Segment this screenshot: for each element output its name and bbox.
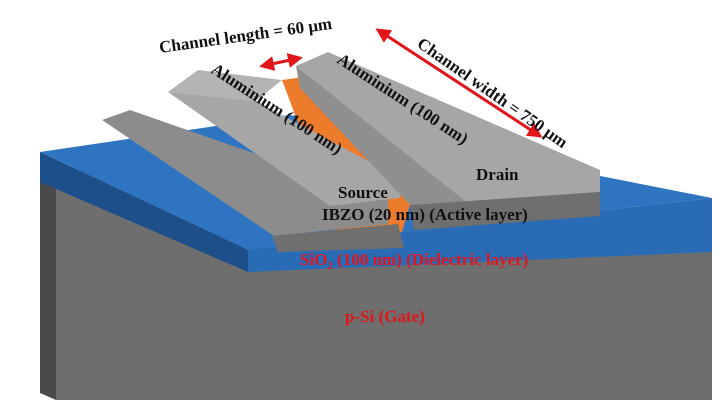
gate-label: p-Si (Gate) bbox=[345, 307, 425, 326]
channel-width-arrow bbox=[375, 28, 543, 138]
source-label: Source bbox=[338, 183, 388, 202]
dielectric-layer-label: SiO2 (100 nm) (Dielectric layer) bbox=[300, 250, 528, 272]
drain-electrode-face bbox=[410, 192, 600, 230]
dielectric-side-face bbox=[40, 152, 248, 272]
drain-label: Drain bbox=[476, 165, 519, 184]
source-electrode-face bbox=[272, 224, 404, 252]
source-electrode-outer-pad bbox=[102, 110, 388, 236]
dielectric-front-face bbox=[248, 198, 712, 272]
source-electrode-ridge-top bbox=[168, 70, 282, 101]
active-layer-label: IBZO (20 nm) (Active layer) bbox=[322, 205, 528, 224]
substrate-side-face bbox=[40, 168, 56, 400]
channel-length-arrow bbox=[259, 53, 303, 71]
source-electrode-top bbox=[168, 92, 400, 206]
channel-length-label: Channel length = 60 μm bbox=[158, 14, 333, 57]
